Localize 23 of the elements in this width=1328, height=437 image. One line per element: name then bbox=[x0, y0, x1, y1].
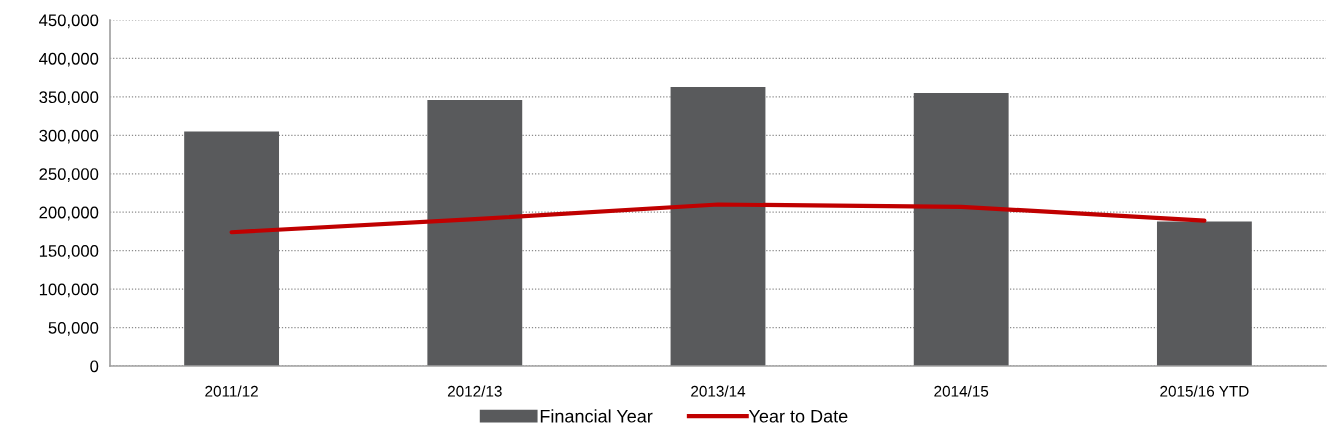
legend-label: Financial Year bbox=[540, 409, 653, 423]
legend-label: Year to Date bbox=[748, 410, 848, 423]
y-tick-label: 350,000 bbox=[39, 91, 99, 106]
y-tick-label: 0 bbox=[90, 360, 99, 373]
y-tick-label: 250,000 bbox=[39, 168, 99, 182]
y-tick-label: 300,000 bbox=[39, 129, 99, 144]
x-tick-label: 2011/12 bbox=[205, 385, 258, 397]
bar bbox=[670, 86, 766, 366]
y-tick-label: 400,000 bbox=[39, 52, 99, 67]
y-tick-label: 200,000 bbox=[39, 206, 99, 221]
bar bbox=[1156, 221, 1252, 366]
y-tick-label: 100,000 bbox=[39, 283, 99, 298]
bar bbox=[184, 131, 280, 366]
x-tick-label: 2015/16 YTD bbox=[1160, 385, 1249, 397]
x-tick-label: 2013/14 bbox=[691, 385, 746, 397]
y-tick-label: 150,000 bbox=[39, 245, 99, 259]
x-tick-label: 2012/13 bbox=[447, 385, 502, 397]
bar bbox=[427, 99, 523, 366]
x-tick-label: 2014/15 bbox=[934, 385, 989, 397]
y-tick-label: 450,000 bbox=[39, 14, 99, 29]
line-series bbox=[229, 202, 1207, 235]
y-tick-label: 50,000 bbox=[48, 321, 99, 336]
bar bbox=[913, 93, 1009, 366]
